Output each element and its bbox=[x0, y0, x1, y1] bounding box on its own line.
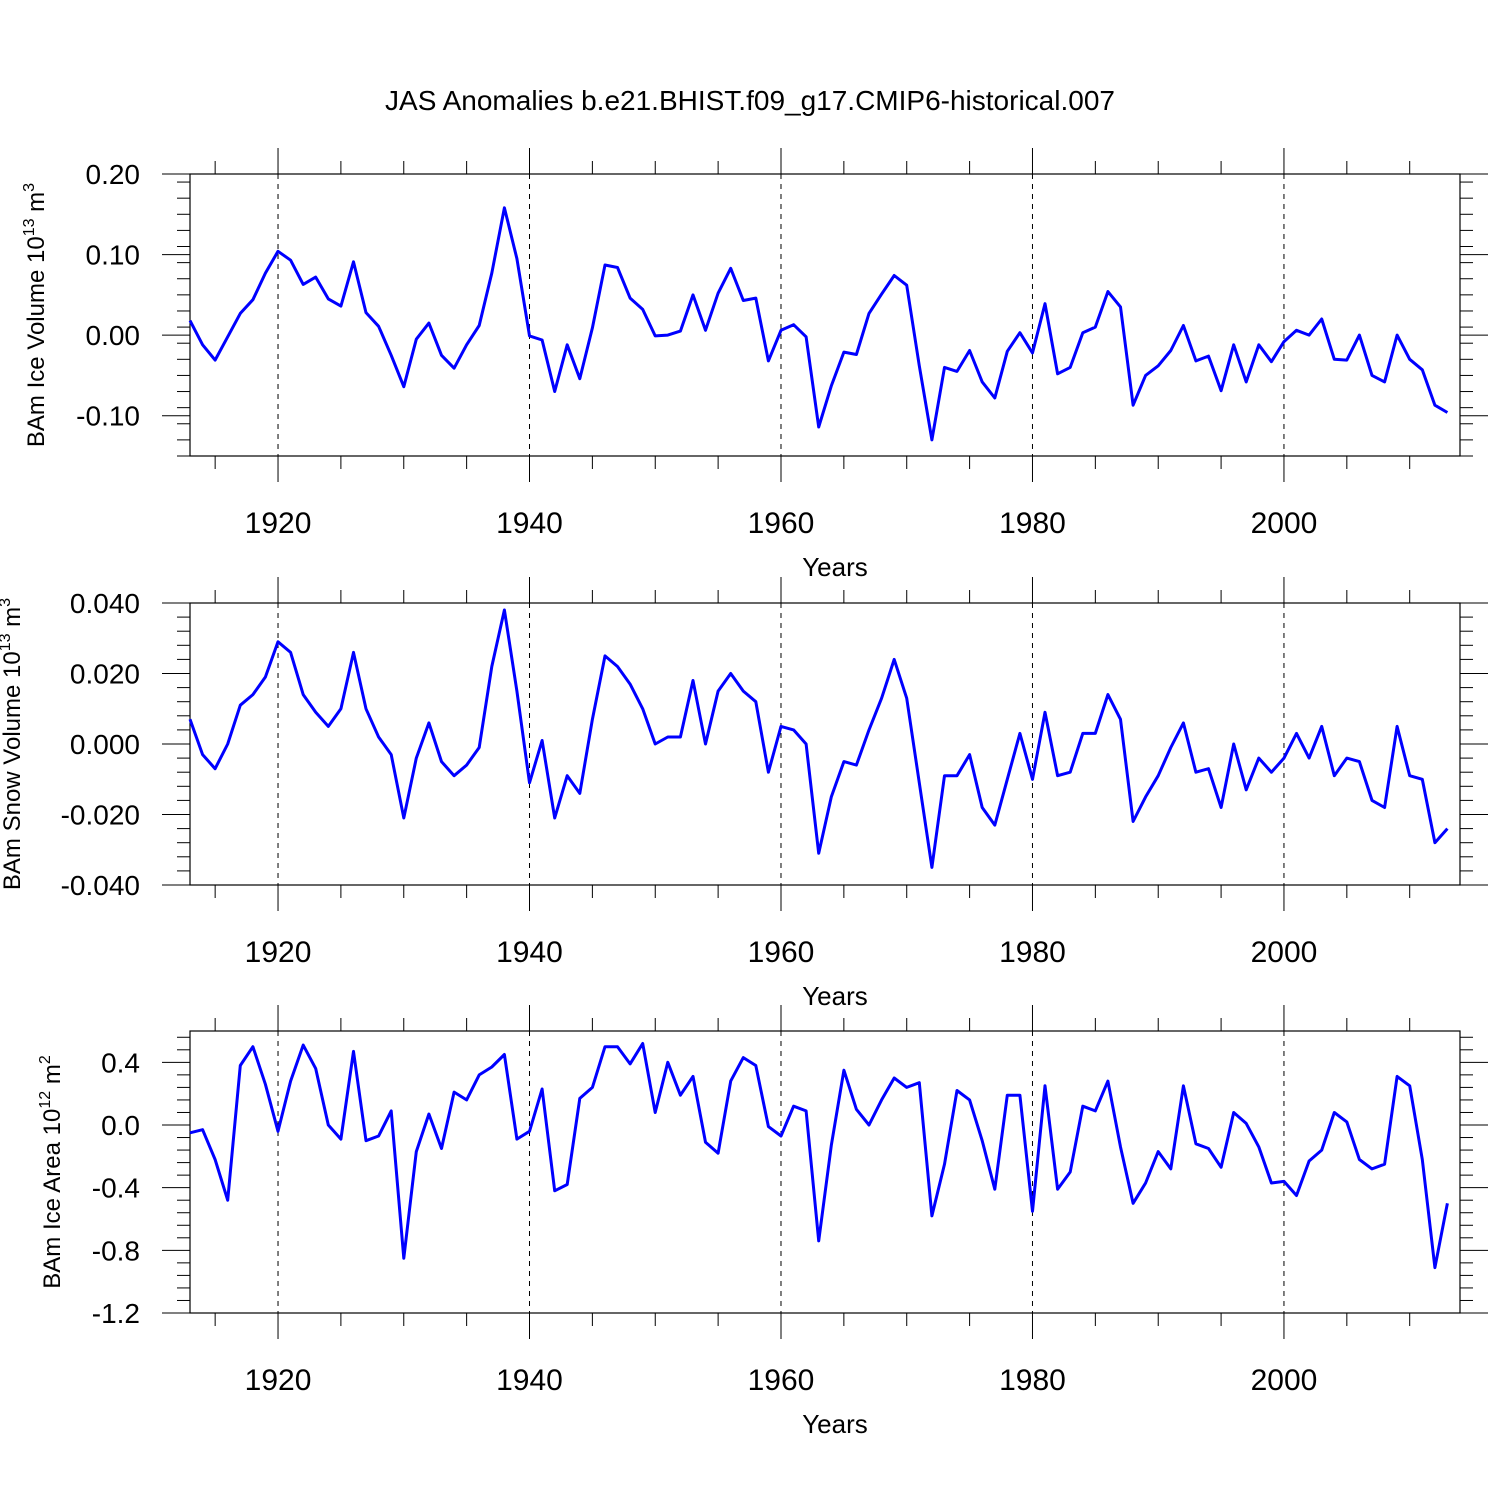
y-tick-label: 0.20 bbox=[86, 159, 141, 190]
series-line bbox=[188, 206, 1449, 442]
y-tick-label: -0.8 bbox=[92, 1235, 140, 1266]
x-tick-label: 1980 bbox=[999, 507, 1066, 540]
y-tick-label: -0.10 bbox=[76, 401, 140, 432]
plot-frame bbox=[189, 602, 1461, 886]
series-line bbox=[189, 1042, 1449, 1270]
y-tick-label: 0.000 bbox=[70, 729, 140, 760]
x-tick-label: 1980 bbox=[999, 1364, 1066, 1397]
y-axis-label: BAm Snow Volume 1013 m3 bbox=[0, 598, 26, 890]
y-tick-label: 0.00 bbox=[86, 320, 141, 351]
plot-frame bbox=[189, 1030, 1461, 1314]
x-tick-label: 2000 bbox=[1251, 936, 1318, 969]
x-tick-label: 1960 bbox=[748, 936, 815, 969]
y-tick-label: 0.040 bbox=[70, 588, 140, 619]
series-line bbox=[188, 608, 1449, 869]
x-tick-label: 1940 bbox=[496, 507, 563, 540]
x-tick-label: 1920 bbox=[245, 1364, 312, 1397]
y-tick-label: 0.4 bbox=[101, 1047, 140, 1078]
y-tick-label: 0.0 bbox=[101, 1110, 140, 1141]
x-tick-label: 1940 bbox=[496, 936, 563, 969]
y-tick-label: -0.020 bbox=[61, 800, 140, 831]
y-tick-label: 0.020 bbox=[70, 659, 140, 690]
panel-ice-area: -1.2 -0.8 -0.4 0.0 0.4 1920 1940 1960 1980 2000 Ye… bbox=[37, 1005, 1488, 1439]
x-axis-label: Years bbox=[802, 981, 868, 1011]
y-tick-label: -0.040 bbox=[61, 870, 140, 901]
plot-frame bbox=[189, 173, 1461, 457]
x-axis-label: Years bbox=[802, 1409, 868, 1439]
x-tick-label: 1960 bbox=[748, 507, 815, 540]
x-tick-label: 1960 bbox=[748, 1364, 815, 1397]
panel-ice-volume: -0.10 0.00 0.10 0.20 1920 1940 1960 1980 2000 Yea… bbox=[21, 148, 1488, 582]
x-tick-label: 2000 bbox=[1251, 1364, 1318, 1397]
panel-snow-volume: -0.040 -0.020 0.000 0.020 0.040 1920 1940 1960 1… bbox=[0, 577, 1488, 1011]
y-tick-label: -1.2 bbox=[92, 1298, 140, 1329]
y-tick-label: 0.10 bbox=[86, 240, 141, 271]
y-axis-label: BAm Ice Area 1012 m2 bbox=[37, 1055, 66, 1289]
x-tick-label: 1980 bbox=[999, 936, 1066, 969]
x-tick-label: 1940 bbox=[496, 1364, 563, 1397]
x-axis-label: Years bbox=[802, 552, 868, 582]
y-axis-label: BAm Ice Volume 1013 m3 bbox=[21, 183, 50, 447]
x-tick-label: 2000 bbox=[1251, 507, 1318, 540]
x-tick-label: 1920 bbox=[245, 936, 312, 969]
y-tick-label: -0.4 bbox=[92, 1173, 140, 1204]
figure-title: JAS Anomalies b.e21.BHIST.f09_g17.CMIP6-… bbox=[385, 85, 1115, 116]
x-tick-label: 1920 bbox=[245, 507, 312, 540]
